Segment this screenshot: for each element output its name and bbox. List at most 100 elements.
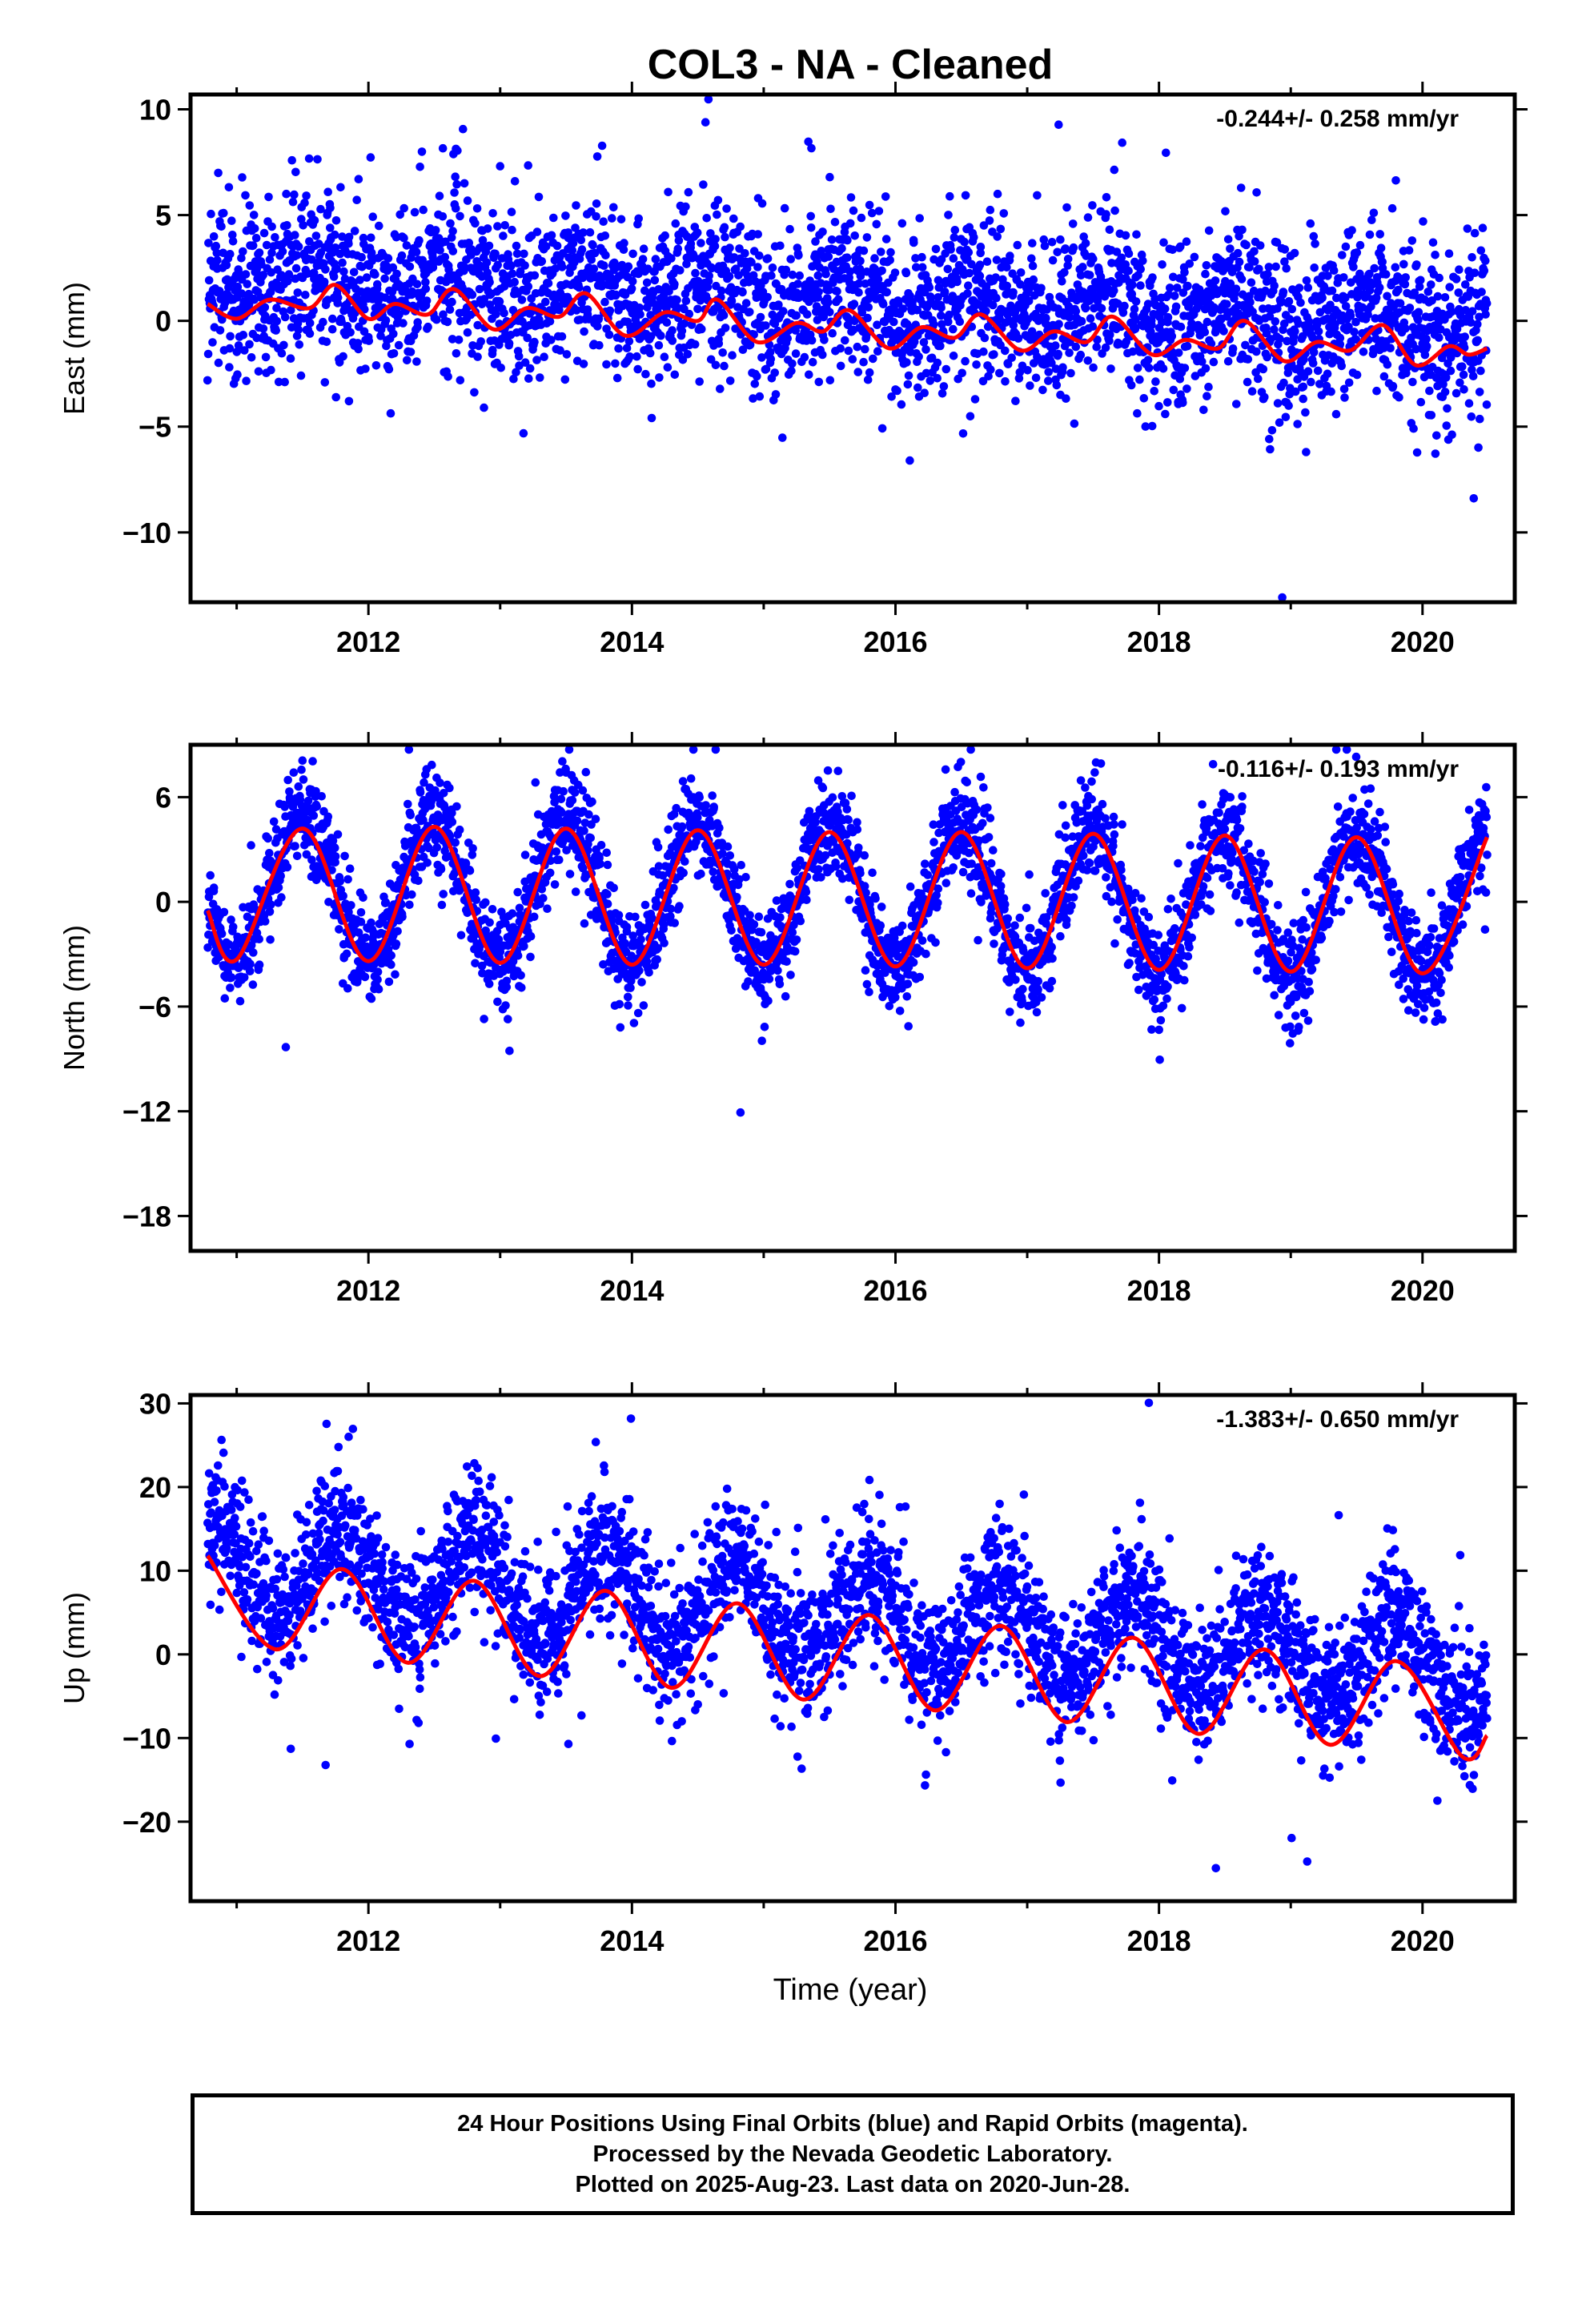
data-point [492,310,500,319]
data-point [878,300,888,309]
points-north [203,745,1492,1117]
data-point [652,955,661,964]
data-point [452,203,460,213]
data-point [1414,308,1423,317]
data-point [1223,300,1231,309]
data-point [647,413,656,423]
data-point [766,354,776,364]
data-point [1475,388,1484,396]
data-point [976,243,986,251]
data-point [1042,313,1050,323]
data-point [507,207,516,217]
data-point [636,310,644,319]
data-point [671,219,681,228]
data-point [1443,404,1452,413]
data-point [389,349,399,358]
y-tick-label: −10 [122,517,171,549]
data-point [383,254,393,263]
data-point [1408,377,1417,387]
data-point [755,392,765,401]
data-point [643,303,652,312]
data-point [1367,215,1376,225]
data-point [1040,241,1050,251]
data-point [1259,364,1268,374]
data-point [440,252,450,262]
data-point [375,221,383,231]
data-point [793,279,802,288]
data-point [721,232,729,242]
data-point [927,353,937,363]
data-point [791,326,800,335]
data-point [836,344,845,353]
data-point [830,218,840,227]
data-point [1323,369,1332,379]
data-point [460,179,469,188]
data-point [1344,378,1354,388]
data-point [714,339,724,348]
data-point [622,923,632,931]
data-point [853,368,863,376]
data-point [1428,238,1438,247]
data-point [330,230,339,239]
data-point [1143,356,1153,364]
data-point [387,951,396,960]
data-point [773,966,782,975]
data-point [588,240,597,250]
data-point [340,851,349,861]
data-point [721,324,730,332]
data-point [1058,363,1067,372]
data-point [1394,285,1403,295]
data-point [706,355,716,364]
data-point [333,293,343,302]
data-point [213,255,222,265]
data-point [628,277,637,286]
data-point [738,345,748,355]
data-point [456,211,464,221]
data-point [725,243,734,252]
data-point [1110,286,1118,296]
data-point [217,222,226,231]
data-point [367,233,375,243]
data-point [1391,263,1400,272]
data-point [493,222,502,231]
data-point [398,912,407,922]
data-point [757,1036,766,1045]
data-point [388,263,398,272]
data-point [929,320,938,329]
data-point [505,1046,514,1055]
data-point [1412,260,1421,269]
data-point [775,979,785,989]
data-point [733,893,741,902]
y-tick-label: 10 [139,93,171,126]
data-point [661,231,669,240]
data-point [209,883,219,892]
data-point [335,877,345,886]
data-point [1299,382,1308,392]
data-point [225,363,234,372]
data-point [848,355,857,364]
data-point [347,901,355,910]
data-point [456,376,465,385]
data-point [967,259,976,269]
data-point [560,375,570,384]
data-point [749,394,757,403]
data-point [958,368,966,378]
data-point [609,883,618,893]
data-point [295,340,304,349]
data-point [283,862,292,872]
data-point [909,337,919,347]
data-point [961,191,970,200]
data-point [684,187,693,197]
data-point [360,972,370,982]
data-point [460,263,469,272]
data-point [711,360,721,370]
data-point [754,912,764,921]
data-point [596,859,604,869]
data-point [865,200,874,210]
data-point [364,336,374,345]
data-point [356,908,366,917]
data-point [1102,193,1111,202]
data-point [339,352,347,361]
data-point [473,320,482,330]
data-point [863,375,873,384]
